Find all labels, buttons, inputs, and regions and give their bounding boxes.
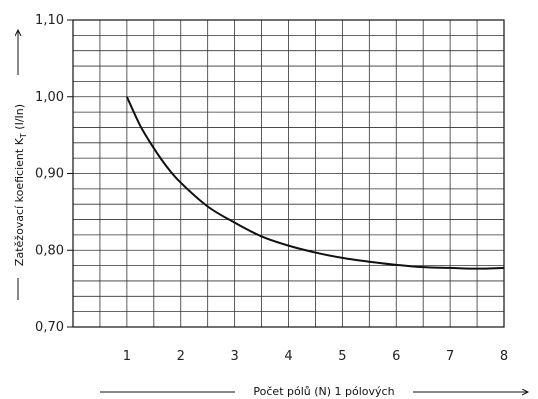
y-tick-label: 0,80 xyxy=(35,243,64,258)
x-tick-label: 2 xyxy=(177,349,185,364)
grid-lines xyxy=(73,20,504,327)
y-tick-label: 0,70 xyxy=(35,320,64,335)
y-tick-label: 1,10 xyxy=(35,13,64,28)
x-tick-label: 1 xyxy=(123,349,131,364)
y-tick-labels: 0,70 0,80 0,90 1,00 1,10 xyxy=(35,13,73,335)
x-tick-label: 6 xyxy=(392,349,400,364)
x-tick-labels: 1 2 3 4 5 6 7 8 xyxy=(123,349,508,364)
x-tick-label: 3 xyxy=(230,349,238,364)
x-tick-label: 8 xyxy=(500,349,508,364)
x-tick-label: 5 xyxy=(338,349,346,364)
y-tick-label: 0,90 xyxy=(35,167,64,182)
x-axis-label: Počet pólů (N) 1 pólových xyxy=(253,385,394,398)
y-tick-label: 1,00 xyxy=(35,90,64,105)
series-line xyxy=(125,96,505,270)
x-tick-label: 7 xyxy=(446,349,454,364)
y-axis-label: Zatěžovací koeficient KT (I/In) xyxy=(13,104,28,266)
x-tick-label: 4 xyxy=(284,349,292,364)
